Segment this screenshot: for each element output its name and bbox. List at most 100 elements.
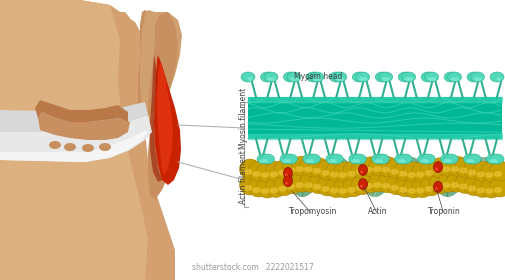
Polygon shape — [320, 171, 321, 182]
Polygon shape — [485, 157, 486, 167]
Ellipse shape — [284, 173, 287, 176]
Polygon shape — [414, 186, 415, 196]
Polygon shape — [402, 160, 403, 171]
Ellipse shape — [465, 159, 470, 163]
Ellipse shape — [362, 77, 367, 81]
Polygon shape — [271, 158, 272, 169]
Ellipse shape — [495, 77, 500, 81]
Polygon shape — [341, 186, 342, 196]
Polygon shape — [349, 180, 350, 191]
Polygon shape — [293, 160, 294, 171]
Polygon shape — [263, 186, 264, 197]
Polygon shape — [268, 157, 269, 167]
Ellipse shape — [445, 156, 467, 176]
Polygon shape — [500, 172, 501, 183]
Ellipse shape — [260, 154, 274, 164]
Polygon shape — [498, 169, 499, 179]
Polygon shape — [442, 186, 443, 196]
Polygon shape — [410, 187, 411, 197]
Text: Myosin filament: Myosin filament — [239, 87, 248, 149]
Polygon shape — [404, 185, 405, 195]
Polygon shape — [258, 184, 259, 194]
Polygon shape — [254, 180, 255, 191]
Polygon shape — [282, 173, 283, 184]
Polygon shape — [317, 175, 318, 186]
Polygon shape — [280, 167, 281, 178]
Polygon shape — [250, 167, 251, 178]
Polygon shape — [476, 159, 477, 169]
Ellipse shape — [273, 176, 294, 196]
Ellipse shape — [398, 187, 407, 193]
Polygon shape — [374, 157, 375, 167]
Ellipse shape — [466, 154, 480, 164]
Polygon shape — [462, 174, 463, 185]
Ellipse shape — [355, 72, 369, 82]
Ellipse shape — [291, 172, 312, 192]
Ellipse shape — [484, 188, 492, 194]
Polygon shape — [348, 163, 349, 173]
Ellipse shape — [443, 72, 457, 82]
Polygon shape — [353, 168, 354, 179]
Ellipse shape — [329, 154, 343, 164]
Polygon shape — [253, 164, 254, 175]
Polygon shape — [341, 158, 342, 168]
Polygon shape — [457, 181, 458, 191]
Polygon shape — [251, 177, 252, 188]
Ellipse shape — [407, 172, 415, 178]
Ellipse shape — [312, 168, 321, 174]
Polygon shape — [287, 177, 288, 188]
Ellipse shape — [371, 154, 385, 164]
Polygon shape — [294, 159, 295, 170]
Polygon shape — [436, 162, 437, 173]
Polygon shape — [427, 170, 428, 181]
Polygon shape — [285, 174, 286, 185]
Polygon shape — [264, 187, 265, 197]
Polygon shape — [450, 186, 451, 196]
Polygon shape — [469, 178, 470, 188]
Polygon shape — [342, 158, 343, 168]
Polygon shape — [249, 169, 250, 179]
Ellipse shape — [459, 167, 467, 174]
Polygon shape — [253, 179, 254, 190]
Polygon shape — [347, 182, 348, 192]
Polygon shape — [421, 181, 422, 191]
Polygon shape — [319, 172, 320, 183]
Polygon shape — [464, 172, 465, 183]
Polygon shape — [267, 187, 268, 197]
Polygon shape — [490, 184, 491, 194]
Ellipse shape — [243, 185, 251, 191]
Polygon shape — [399, 163, 400, 173]
Polygon shape — [417, 184, 418, 195]
Polygon shape — [321, 169, 322, 180]
Ellipse shape — [239, 159, 260, 179]
Polygon shape — [461, 176, 462, 187]
Polygon shape — [381, 159, 382, 170]
Polygon shape — [286, 175, 287, 186]
Polygon shape — [434, 164, 435, 175]
Polygon shape — [378, 158, 379, 168]
Polygon shape — [425, 175, 426, 186]
Polygon shape — [451, 158, 452, 169]
Polygon shape — [408, 187, 409, 197]
Polygon shape — [408, 157, 409, 167]
Ellipse shape — [291, 156, 312, 176]
Ellipse shape — [411, 178, 432, 198]
Polygon shape — [458, 180, 459, 191]
Ellipse shape — [476, 171, 484, 178]
Polygon shape — [445, 157, 446, 167]
Polygon shape — [404, 159, 405, 169]
Polygon shape — [317, 168, 318, 179]
Polygon shape — [309, 160, 310, 171]
Polygon shape — [283, 172, 284, 183]
Polygon shape — [492, 182, 493, 192]
Polygon shape — [379, 158, 380, 169]
Ellipse shape — [372, 166, 381, 172]
Ellipse shape — [364, 167, 372, 173]
Ellipse shape — [463, 154, 477, 164]
Polygon shape — [296, 185, 297, 196]
Polygon shape — [486, 158, 487, 168]
Ellipse shape — [64, 143, 76, 151]
Polygon shape — [290, 180, 291, 191]
Polygon shape — [299, 187, 300, 197]
Text: Tropomyosin: Tropomyosin — [288, 207, 336, 216]
